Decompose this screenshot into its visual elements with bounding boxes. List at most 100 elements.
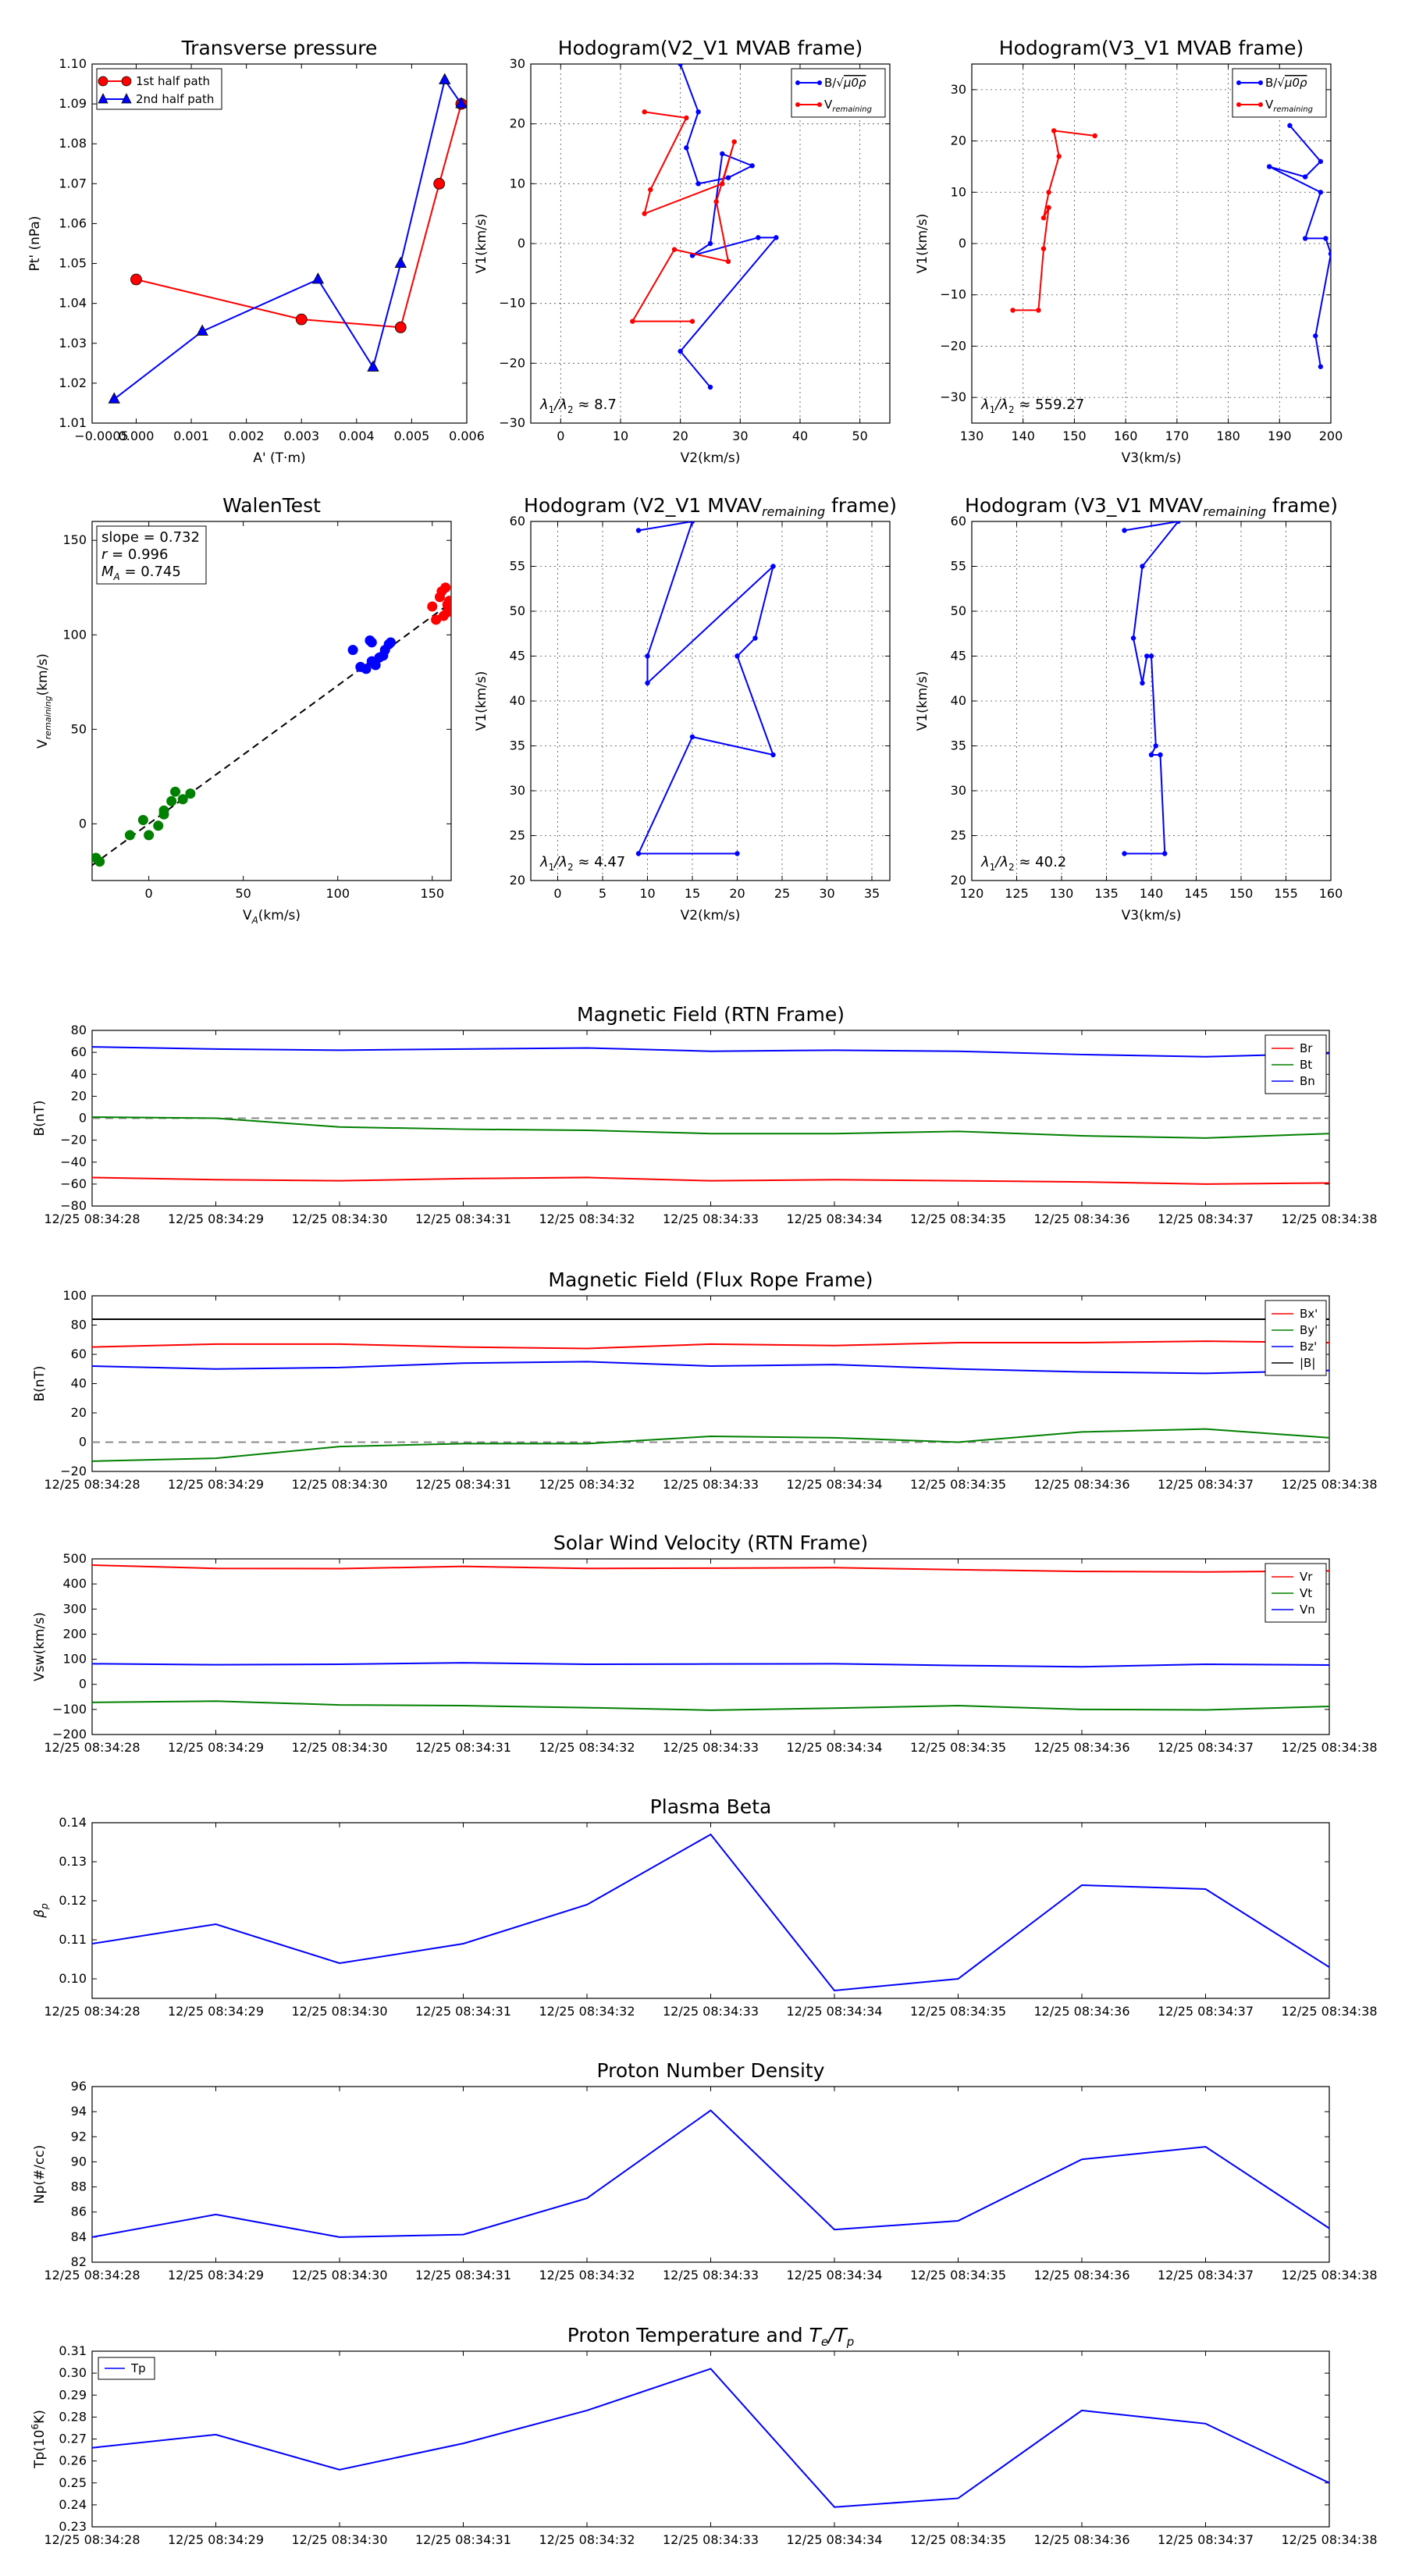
h4-series-0-point [1162,851,1168,856]
h1-xtick-label: 50 [852,429,867,443]
mag_rtn-series-0-line [92,1176,1329,1185]
vsw-xtick-label: 12/25 08:34:35 [910,1740,1006,1755]
h1-series-0-point [725,175,731,180]
tp-series-0-point [433,177,446,190]
walen-xtick-label: 150 [421,886,445,901]
vsw-ytick-label: −100 [52,1702,87,1717]
h4-xtick-label: 145 [1184,886,1208,901]
tp-xtick-label: 0.001 [173,429,209,443]
tp-series-0-point [394,321,407,333]
vsw-ticks [91,1558,1330,1735]
tp_temp-plot-area [92,2368,1329,2508]
mag_rtn-series-2-line [92,1046,1329,1058]
mag_fr-series-0-line [92,1340,1329,1350]
walen-ylabel-sub: remaining [43,696,53,739]
h3-series-0-point [635,528,642,533]
np-xtick-label: 12/25 08:34:31 [415,2268,511,2282]
tp-xtick-label-neg: −0.0005 [74,429,128,443]
tp_temp-title-main: Proton Temperature and [567,2324,809,2347]
mag_rtn-xtick-label: 12/25 08:34:35 [910,1212,1006,1226]
np-xtick-label: 12/25 08:34:37 [1158,2268,1254,2282]
h3-title-group: Hodogram (V2_V1 MVAVremaining frame) [524,494,897,519]
np-ytick-label: 90 [71,2154,87,2169]
h1-series-1-point [720,181,725,187]
beta-ytick-label: 0.11 [59,1932,87,1947]
np-frame [91,2086,1330,2263]
mag_rtn-xtick-label: 12/25 08:34:30 [291,1212,387,1226]
beta-ylabel-beta: β [32,1909,48,1919]
mag_fr-ylabel: B(nT) [32,1365,48,1401]
mag_fr-title-group: Magnetic Field (Flux Rope Frame) [548,1268,873,1291]
h4-ann-l1: λ [980,854,990,870]
h1-series-1-point [648,187,653,193]
h3-xtick-label: 15 [685,886,700,901]
walen-stat-m: M [101,564,114,580]
h2-xtick-label: 150 [1062,429,1087,443]
h1-ytick-label: 0 [518,236,525,251]
h3-ann-l1: λ [539,854,549,870]
mag_rtn-legend-label: Bn [1300,1074,1315,1088]
walen-series-1-point [347,645,358,656]
h2-legend-label-sub: remaining [1273,105,1313,114]
h1-series-1-point [725,258,731,265]
h1-series-0-point [695,181,701,187]
h2-legend-label-v: V [1265,98,1274,112]
h1-xtick-label: 40 [792,429,808,443]
tp_temp-xtick-label: 12/25 08:34:38 [1281,2532,1377,2547]
vsw-xtick-label: 12/25 08:34:38 [1281,1740,1377,1755]
h3-series-0-point [752,635,758,641]
tp_temp-ylabel-a: Tp(10 [32,2429,48,2468]
vsw-ytick-label: 400 [62,1576,87,1591]
tp_temp-ytick-label: 0.28 [59,2409,87,2424]
tp-legend-box [96,68,222,110]
h2-series-1-point [1046,190,1051,195]
np-plot-area [92,2109,1329,2238]
vsw-legend-label: Vr [1300,1570,1313,1584]
vsw-legend-label: Vt [1300,1586,1312,1600]
h2-series-0-point [1318,158,1324,165]
h4-xtick-label: 160 [1319,886,1343,901]
tp-ytick-label: 1.09 [59,96,87,111]
vsw-ytick-label: 500 [62,1551,87,1566]
beta-xtick-label: 12/25 08:34:34 [786,2004,882,2019]
h1-ytick-label: 10 [510,176,525,190]
tp-xtick-label: 0.005 [394,429,430,443]
tp-legend-marker [121,76,132,87]
h2-ytick-label: 30 [951,82,966,97]
mag_rtn-ytick-label: 0 [79,1111,87,1126]
h3-grid [531,521,890,881]
h1-legend: B/√μ0ρ Vremaining [791,68,886,118]
mag_fr-xtick-label: 12/25 08:34:33 [663,1477,759,1492]
h1-legend-marker [795,102,800,107]
tp_temp-legend-box [98,2357,155,2380]
mag_fr-legend-label: Bx' [1300,1307,1318,1321]
h2-series-0-point [1302,236,1308,241]
h2-series-0-line [1268,125,1331,367]
tp_temp-xtick-label: 12/25 08:34:30 [291,2532,387,2547]
vsw-series-2-line [92,1662,1329,1668]
mag_fr-series-1-line [92,1428,1329,1462]
h4-series-0-point [1122,528,1127,533]
walen-ylabel-v: V [35,739,51,749]
h2-ytick-label: 10 [951,184,966,199]
vsw-frame [91,1558,1330,1735]
h2-legend-label-mu: μ0ρ [1284,76,1307,90]
h4-title: Hodogram (V3_V1 MVAVremaining frame) [965,494,1338,519]
tp_temp-title-tp-sub: p [846,2335,855,2349]
tp-frame [91,63,468,424]
walen-xtick-label: 0 [145,886,153,901]
h2-legend-label-b: B/√ [1265,76,1285,90]
walen-series-0-point [170,786,181,797]
h4-title-group: Hodogram (V3_V1 MVAVremaining frame) [965,494,1338,519]
mag_fr-xtick-label: 12/25 08:34:37 [1158,1477,1254,1492]
vsw-title-group: Solar Wind Velocity (RTN Frame) [553,1532,868,1554]
h1-series-0-point [695,109,701,115]
walen-plot-area [92,582,451,867]
h2-ann-s1: 1 [990,404,996,415]
tp_temp-xtick-label: 12/25 08:34:33 [663,2532,759,2547]
h3-title-sub: remaining [762,504,825,519]
tp-series-1-point [108,392,120,404]
mag_rtn-legend-label: Br [1300,1041,1313,1055]
tp_temp-xtick-label: 12/25 08:34:29 [168,2532,264,2547]
h2-series-1-point [1010,308,1016,313]
